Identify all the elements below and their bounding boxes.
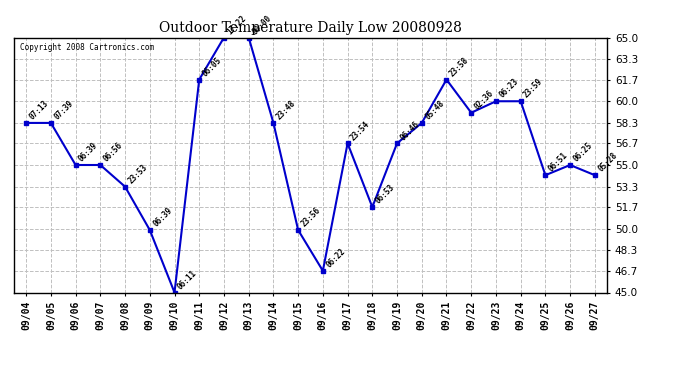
- Text: 06:53: 06:53: [374, 183, 397, 206]
- Text: Copyright 2008 Cartronics.com: Copyright 2008 Cartronics.com: [20, 43, 154, 52]
- Text: 06:39: 06:39: [77, 141, 100, 164]
- Text: 06:56: 06:56: [101, 141, 124, 164]
- Text: 06:22: 06:22: [324, 247, 347, 269]
- Text: 05:48: 05:48: [423, 99, 446, 122]
- Text: 07:13: 07:13: [28, 99, 50, 122]
- Text: 23:56: 23:56: [299, 206, 322, 229]
- Title: Outdoor Temperature Daily Low 20080928: Outdoor Temperature Daily Low 20080928: [159, 21, 462, 35]
- Text: 02:36: 02:36: [473, 88, 495, 111]
- Text: 06:05: 06:05: [201, 56, 224, 78]
- Text: 06:46: 06:46: [398, 119, 421, 142]
- Text: 23:59: 23:59: [522, 77, 545, 100]
- Text: 23:58: 23:58: [448, 56, 471, 78]
- Text: 23:54: 23:54: [349, 119, 372, 142]
- Text: 06:39: 06:39: [151, 206, 174, 229]
- Text: 23:53: 23:53: [126, 163, 149, 185]
- Text: 23:48: 23:48: [275, 99, 297, 122]
- Text: 06:11: 06:11: [176, 268, 199, 291]
- Text: 06:25: 06:25: [571, 141, 594, 164]
- Text: 06:23: 06:23: [497, 77, 520, 100]
- Text: 07:39: 07:39: [52, 99, 75, 122]
- Text: 17:22: 17:22: [226, 13, 248, 36]
- Text: 00:00: 00:00: [250, 13, 273, 36]
- Text: 06:51: 06:51: [546, 151, 569, 174]
- Text: 05:28: 05:28: [596, 151, 619, 174]
